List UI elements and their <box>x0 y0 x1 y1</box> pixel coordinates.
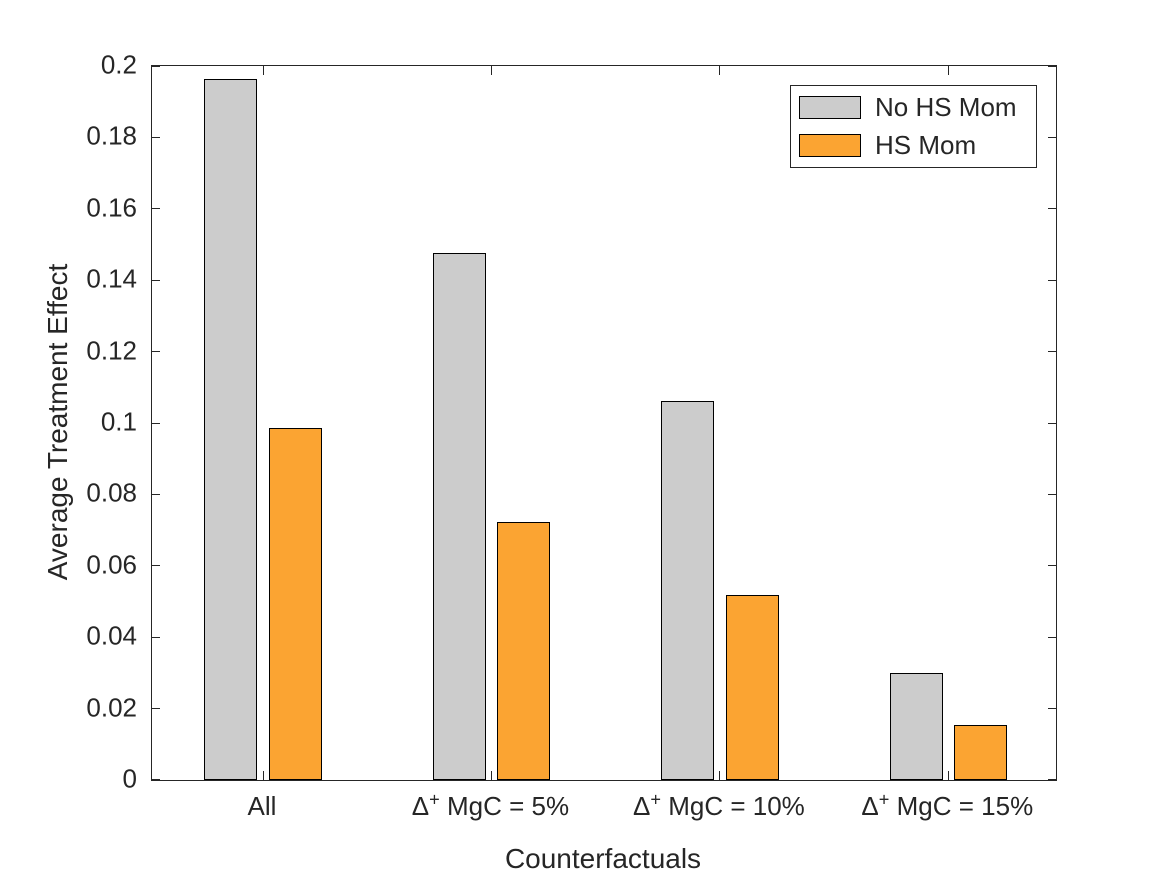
y-tick-mark <box>152 636 160 638</box>
x-tick-mark <box>262 66 264 75</box>
y-tick-mark <box>152 208 160 210</box>
y-tick-label: 0.04 <box>86 620 137 651</box>
y-tick-mark <box>152 136 160 138</box>
bar-no-hs-mom-2 <box>661 401 715 780</box>
y-tick-label: 0.06 <box>86 549 137 580</box>
legend-item-hs-mom: HS Mom <box>799 130 1036 161</box>
x-tick-mark <box>947 771 949 780</box>
x-tick-mark <box>947 66 949 75</box>
x-tick-mark <box>490 66 492 75</box>
legend-item-no-hs-mom: No HS Mom <box>799 92 1036 123</box>
x-tick-label: Δ+ MgC = 10% <box>632 789 805 821</box>
y-tick-label: 0.12 <box>86 335 137 366</box>
y-tick-mark <box>152 351 160 353</box>
y-tick-mark <box>152 422 160 424</box>
y-tick-label: 0.1 <box>100 406 137 437</box>
y-tick-mark <box>1048 279 1056 281</box>
x-tick-mark <box>719 771 721 780</box>
y-tick-label: 0.14 <box>86 263 137 294</box>
x-tick-label: Δ+ MgC = 5% <box>411 789 570 821</box>
y-tick-label: 0.2 <box>100 49 137 80</box>
x-axis-label: Counterfactuals <box>504 843 702 874</box>
bar-hs-mom-0 <box>268 428 322 780</box>
y-tick-mark <box>152 708 160 710</box>
y-tick-label: 0 <box>122 763 137 794</box>
legend-label-hs-mom: HS Mom <box>875 129 977 160</box>
y-tick-mark <box>1048 779 1056 780</box>
y-axis-label: Average Treatment Effect <box>42 263 73 581</box>
y-tick-mark <box>1048 136 1056 138</box>
bar-no-hs-mom-3 <box>889 673 943 780</box>
plot-area <box>151 65 1057 781</box>
x-tick-label: Δ+ MgC = 15% <box>861 789 1034 821</box>
bar-no-hs-mom-0 <box>204 79 258 780</box>
legend-label-no-hs-mom: No HS Mom <box>875 92 1017 123</box>
y-tick-mark <box>1048 66 1056 67</box>
y-tick-mark <box>1048 636 1056 638</box>
bar-no-hs-mom-1 <box>432 253 486 780</box>
x-tick-mark <box>490 771 492 780</box>
y-tick-label: 0.18 <box>86 120 137 151</box>
y-tick-mark <box>1048 351 1056 353</box>
legend-swatch-no-hs-mom <box>799 96 861 120</box>
y-tick-mark <box>1048 565 1056 567</box>
x-tick-label: All <box>247 791 277 821</box>
bar-hs-mom-3 <box>954 725 1008 780</box>
y-tick-mark <box>152 66 160 67</box>
legend: No HS Mom HS Mom <box>790 85 1037 168</box>
bar-hs-mom-1 <box>497 522 551 780</box>
y-tick-label: 0.02 <box>86 692 137 723</box>
y-tick-mark <box>152 779 160 780</box>
y-tick-mark <box>1048 208 1056 210</box>
y-tick-mark <box>152 279 160 281</box>
y-tick-label: 0.08 <box>86 477 137 508</box>
y-tick-label: 0.16 <box>86 192 137 223</box>
legend-swatch-hs-mom <box>799 133 861 157</box>
x-tick-mark <box>262 771 264 780</box>
x-tick-mark <box>719 66 721 75</box>
bar-hs-mom-2 <box>725 595 779 780</box>
y-tick-mark <box>152 565 160 567</box>
y-tick-mark <box>1048 422 1056 424</box>
y-tick-mark <box>1048 493 1056 495</box>
y-tick-mark <box>1048 708 1056 710</box>
y-tick-mark <box>152 493 160 495</box>
